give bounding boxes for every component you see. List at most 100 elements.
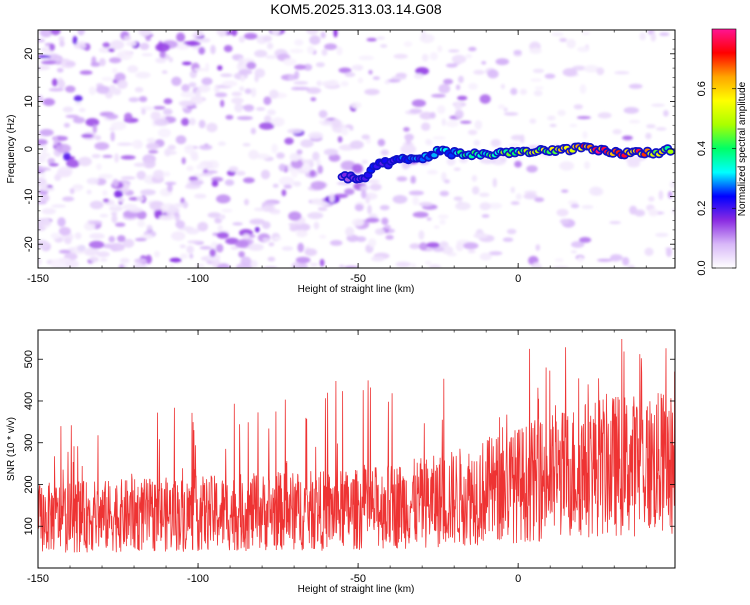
noise-blob (186, 165, 194, 171)
noise-blob (502, 237, 514, 242)
noise-blob (250, 87, 257, 98)
noise-blob (581, 31, 591, 35)
noise-blob (304, 248, 318, 256)
noise-blob (207, 212, 222, 218)
noise-blob (437, 105, 446, 114)
noise-blob (230, 246, 239, 250)
colorbar-tick-label: 0.4 (696, 141, 708, 156)
noise-blob (124, 112, 133, 122)
noise-blob (86, 189, 92, 195)
noise-blob (250, 127, 256, 135)
noise-blob (296, 149, 303, 155)
noise-blob (135, 71, 151, 79)
noise-blob (500, 83, 505, 90)
noise-blob (109, 84, 116, 92)
noise-blob (220, 99, 225, 108)
noise-blob (317, 165, 324, 174)
noise-blob (217, 224, 223, 234)
noise-blob (310, 181, 326, 190)
noise-blob (189, 253, 194, 259)
noise-blob (454, 101, 462, 111)
noise-blob (309, 169, 316, 177)
noise-blob (195, 89, 201, 99)
noise-blob (270, 30, 281, 35)
noise-blob (288, 211, 302, 221)
noise-blob (438, 83, 451, 94)
noise-blob (384, 80, 390, 85)
noise-blob (146, 142, 160, 150)
noise-blob (431, 93, 446, 98)
noise-blob (215, 92, 228, 98)
noise-blob (315, 62, 325, 68)
noise-blob (513, 50, 522, 55)
noise-blob (133, 162, 147, 167)
noise-blob (532, 68, 545, 73)
noise-blob (570, 203, 580, 209)
noise-blob (562, 68, 578, 77)
noise-blob (321, 80, 337, 87)
noise-blob (315, 201, 331, 206)
noise-blob (519, 88, 528, 95)
noise-blob (503, 112, 519, 116)
noise-blob (307, 212, 324, 220)
noise-blob (294, 64, 307, 70)
noise-blob (361, 134, 371, 140)
noise-blob (89, 256, 99, 263)
noise-blob (273, 236, 282, 241)
noise-blob (408, 190, 424, 196)
noise-blob (566, 38, 576, 49)
noise-blob (244, 88, 252, 94)
noise-blob (232, 222, 243, 226)
noise-blob (39, 30, 53, 38)
noise-blob (306, 87, 322, 94)
noise-blob (287, 128, 303, 134)
noise-blob (112, 178, 119, 188)
noise-blob (154, 250, 160, 258)
noise-blob (497, 104, 505, 110)
noise-blob (72, 35, 78, 45)
noise-blob (57, 217, 66, 227)
noise-blob (99, 58, 106, 67)
noise-blob (318, 120, 324, 124)
noise-blob (372, 76, 380, 80)
noise-blob (292, 181, 302, 187)
noise-blob (243, 104, 255, 112)
noise-blob (54, 56, 63, 61)
noise-blob (361, 159, 368, 165)
noise-blob (136, 195, 145, 202)
colorbar: 0.0 0.2 0.4 0.6 Normalized spectral amplitu… (696, 28, 748, 276)
noise-blob (597, 112, 612, 119)
noise-blob (307, 45, 315, 55)
noise-blob (100, 258, 108, 262)
noise-blob (197, 221, 209, 232)
noise-blob (534, 197, 545, 203)
noise-blob (199, 144, 213, 150)
noise-blob (645, 132, 652, 140)
noise-blob (282, 58, 297, 66)
noise-blob (577, 46, 590, 53)
noise-blob (544, 73, 556, 79)
noise-blob (38, 177, 47, 186)
noise-blob (395, 261, 411, 268)
noise-blob (301, 163, 311, 171)
noise-blob (291, 168, 298, 178)
noise-blob (262, 237, 271, 242)
noise-blob (644, 247, 654, 256)
noise-blob (357, 77, 364, 84)
noise-blob (457, 95, 468, 101)
noise-blob (467, 249, 476, 254)
spectrogram-y-axis-label: Frequency (Hz) (6, 115, 17, 184)
noise-blob (625, 156, 642, 164)
noise-blob (119, 264, 125, 268)
noise-blob (510, 186, 515, 194)
y-tick-label: -10 (23, 189, 35, 205)
noise-blob (551, 32, 564, 37)
noise-blob (254, 226, 260, 233)
noise-blob (221, 208, 233, 213)
noise-blob (467, 129, 478, 135)
noise-blob (186, 245, 194, 254)
noise-blob (451, 54, 467, 64)
noise-blob (393, 53, 408, 59)
noise-blob (666, 247, 672, 258)
noise-blob (405, 137, 412, 145)
